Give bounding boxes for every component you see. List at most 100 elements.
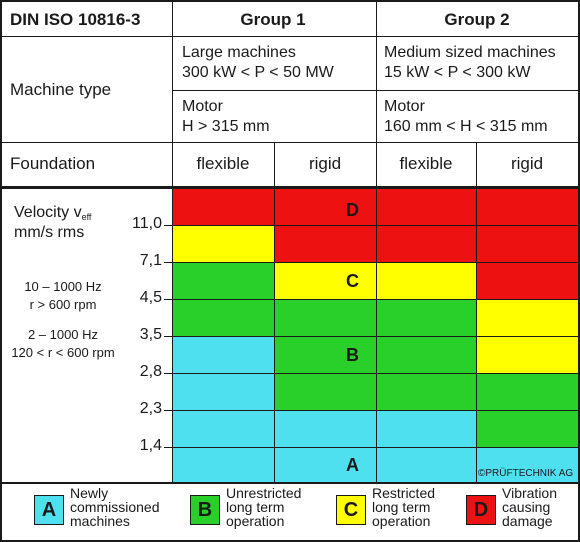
- foundation-col-4: rigid: [510, 154, 544, 173]
- zone-cell-d: [476, 189, 578, 225]
- legend-text-b: long term: [226, 499, 285, 515]
- group2-motor-line2: 160 mm < H < 315 mm: [384, 118, 548, 135]
- grid-line: [172, 0, 173, 189]
- zone-cell-c: [476, 299, 578, 336]
- group1-motor-line2: H > 315 mm: [182, 118, 270, 135]
- frame-top: [0, 0, 580, 2]
- zone-cell-b: [172, 262, 274, 299]
- group2-size-line2: 15 kW < P < 300 kW: [384, 64, 531, 81]
- zone-cell-a: [376, 410, 476, 447]
- frame-left: [0, 0, 2, 542]
- zone-cell-b: [274, 299, 376, 336]
- legend-text-d: Vibration: [502, 485, 558, 501]
- grid-line: [376, 0, 377, 189]
- group1-motor-line1: Motor: [182, 98, 223, 115]
- velocity-tick-mark: [164, 447, 172, 448]
- grid-line: [172, 225, 578, 226]
- group1-size-line1: Large machines: [182, 44, 296, 61]
- zone-label-d: D: [346, 200, 359, 220]
- legend-swatch-d: D: [466, 495, 496, 525]
- zone-cell-a: [376, 447, 476, 482]
- velocity-tick-mark: [164, 262, 172, 263]
- velocity-tick-label: 2,8: [139, 363, 162, 380]
- frame-bottom: [0, 540, 580, 542]
- zone-cell-d: [274, 225, 376, 262]
- zone-cell-c: [376, 262, 476, 299]
- legend-text-b: Unrestricted: [226, 485, 302, 501]
- zone-cell-a: [476, 447, 578, 482]
- zone-cell-d: [274, 189, 376, 225]
- grid-line: [172, 447, 578, 448]
- grid-line: [172, 410, 578, 411]
- grid-line: [274, 142, 275, 189]
- legend-text-a: machines: [70, 513, 130, 529]
- grid-line: [172, 262, 578, 263]
- legend-swatch-b: B: [190, 495, 220, 525]
- standard-title: DIN ISO 10816-3: [10, 10, 141, 29]
- group1-title: Group 1: [240, 10, 306, 29]
- zone-cell-a: [172, 447, 274, 482]
- velocity-tick-label: 3,5: [139, 326, 162, 343]
- velocity-tick-label: 2,3: [139, 400, 162, 417]
- grid-line: [172, 299, 578, 300]
- grid-line: [172, 189, 173, 482]
- zone-cell-b: [172, 299, 274, 336]
- zone-cell-b: [376, 336, 476, 373]
- grid-line: [172, 373, 578, 374]
- velocity-tick-mark: [164, 373, 172, 374]
- frame-right: [578, 0, 580, 542]
- zone-top-border: [0, 186, 580, 189]
- velocity-tick-mark: [164, 410, 172, 411]
- zone-cell-a: [172, 336, 274, 373]
- legend-swatch-c: C: [336, 495, 366, 525]
- group1-size-line2: 300 kW < P < 50 MW: [182, 64, 334, 81]
- zone-cell-a: [172, 373, 274, 410]
- foundation-col-2: rigid: [308, 154, 342, 173]
- range2-line2: 120 < r < 600 rpm: [11, 345, 115, 360]
- legend-text-d: damage: [502, 513, 553, 529]
- range1-line1: 10 – 1000 Hz: [24, 279, 102, 294]
- velocity-label-sub: eff: [81, 212, 92, 222]
- group2-title: Group 2: [444, 10, 510, 29]
- velocity-tick-label: 1,4: [139, 437, 162, 454]
- velocity-tick-label: 7,1: [139, 252, 162, 269]
- zone-cell-d: [376, 225, 476, 262]
- zone-cell-b: [376, 299, 476, 336]
- foundation-label: Foundation: [10, 154, 96, 173]
- velocity-label: Velocity veff: [14, 204, 91, 222]
- zone-label-b: B: [346, 345, 359, 365]
- zone-cell-d: [376, 189, 476, 225]
- velocity-tick-mark: [164, 299, 172, 300]
- grid-line: [0, 36, 580, 37]
- velocity-tick-mark: [164, 225, 172, 226]
- zone-cell-d: [476, 262, 578, 299]
- zone-cell-b: [476, 410, 578, 447]
- foundation-col-1: flexible: [196, 154, 250, 173]
- zone-cell-b: [376, 373, 476, 410]
- legend-text-c: operation: [372, 513, 431, 529]
- zone-label-c: C: [346, 271, 359, 291]
- legend-text-c: Restricted: [372, 485, 436, 501]
- grid-line: [476, 142, 477, 189]
- zone-cell-c: [172, 225, 274, 262]
- range2-line1: 2 – 1000 Hz: [27, 327, 99, 342]
- legend-text-c: long term: [372, 499, 431, 515]
- machine-type-label: Machine type: [10, 80, 112, 99]
- zone-cell-c: [476, 336, 578, 373]
- group2-size-line1: Medium sized machines: [384, 44, 556, 61]
- velocity-label-main: Velocity v: [14, 204, 82, 221]
- grid-line: [274, 189, 275, 482]
- velocity-tick-label: 11,0: [132, 215, 162, 232]
- zone-cell-c: [274, 262, 376, 299]
- zone-cell-a: [172, 410, 274, 447]
- legend-top-border: [0, 482, 580, 484]
- grid-line: [376, 189, 377, 482]
- zone-cell-a: [274, 447, 376, 482]
- zone-cell-b: [274, 336, 376, 373]
- grid-line: [172, 336, 578, 337]
- grid-line: [0, 142, 580, 143]
- velocity-unit: mm/s rms: [14, 224, 85, 241]
- legend-text-d: causing: [502, 499, 551, 515]
- legend-text-a: Newly: [70, 485, 109, 501]
- zone-cell-d: [476, 225, 578, 262]
